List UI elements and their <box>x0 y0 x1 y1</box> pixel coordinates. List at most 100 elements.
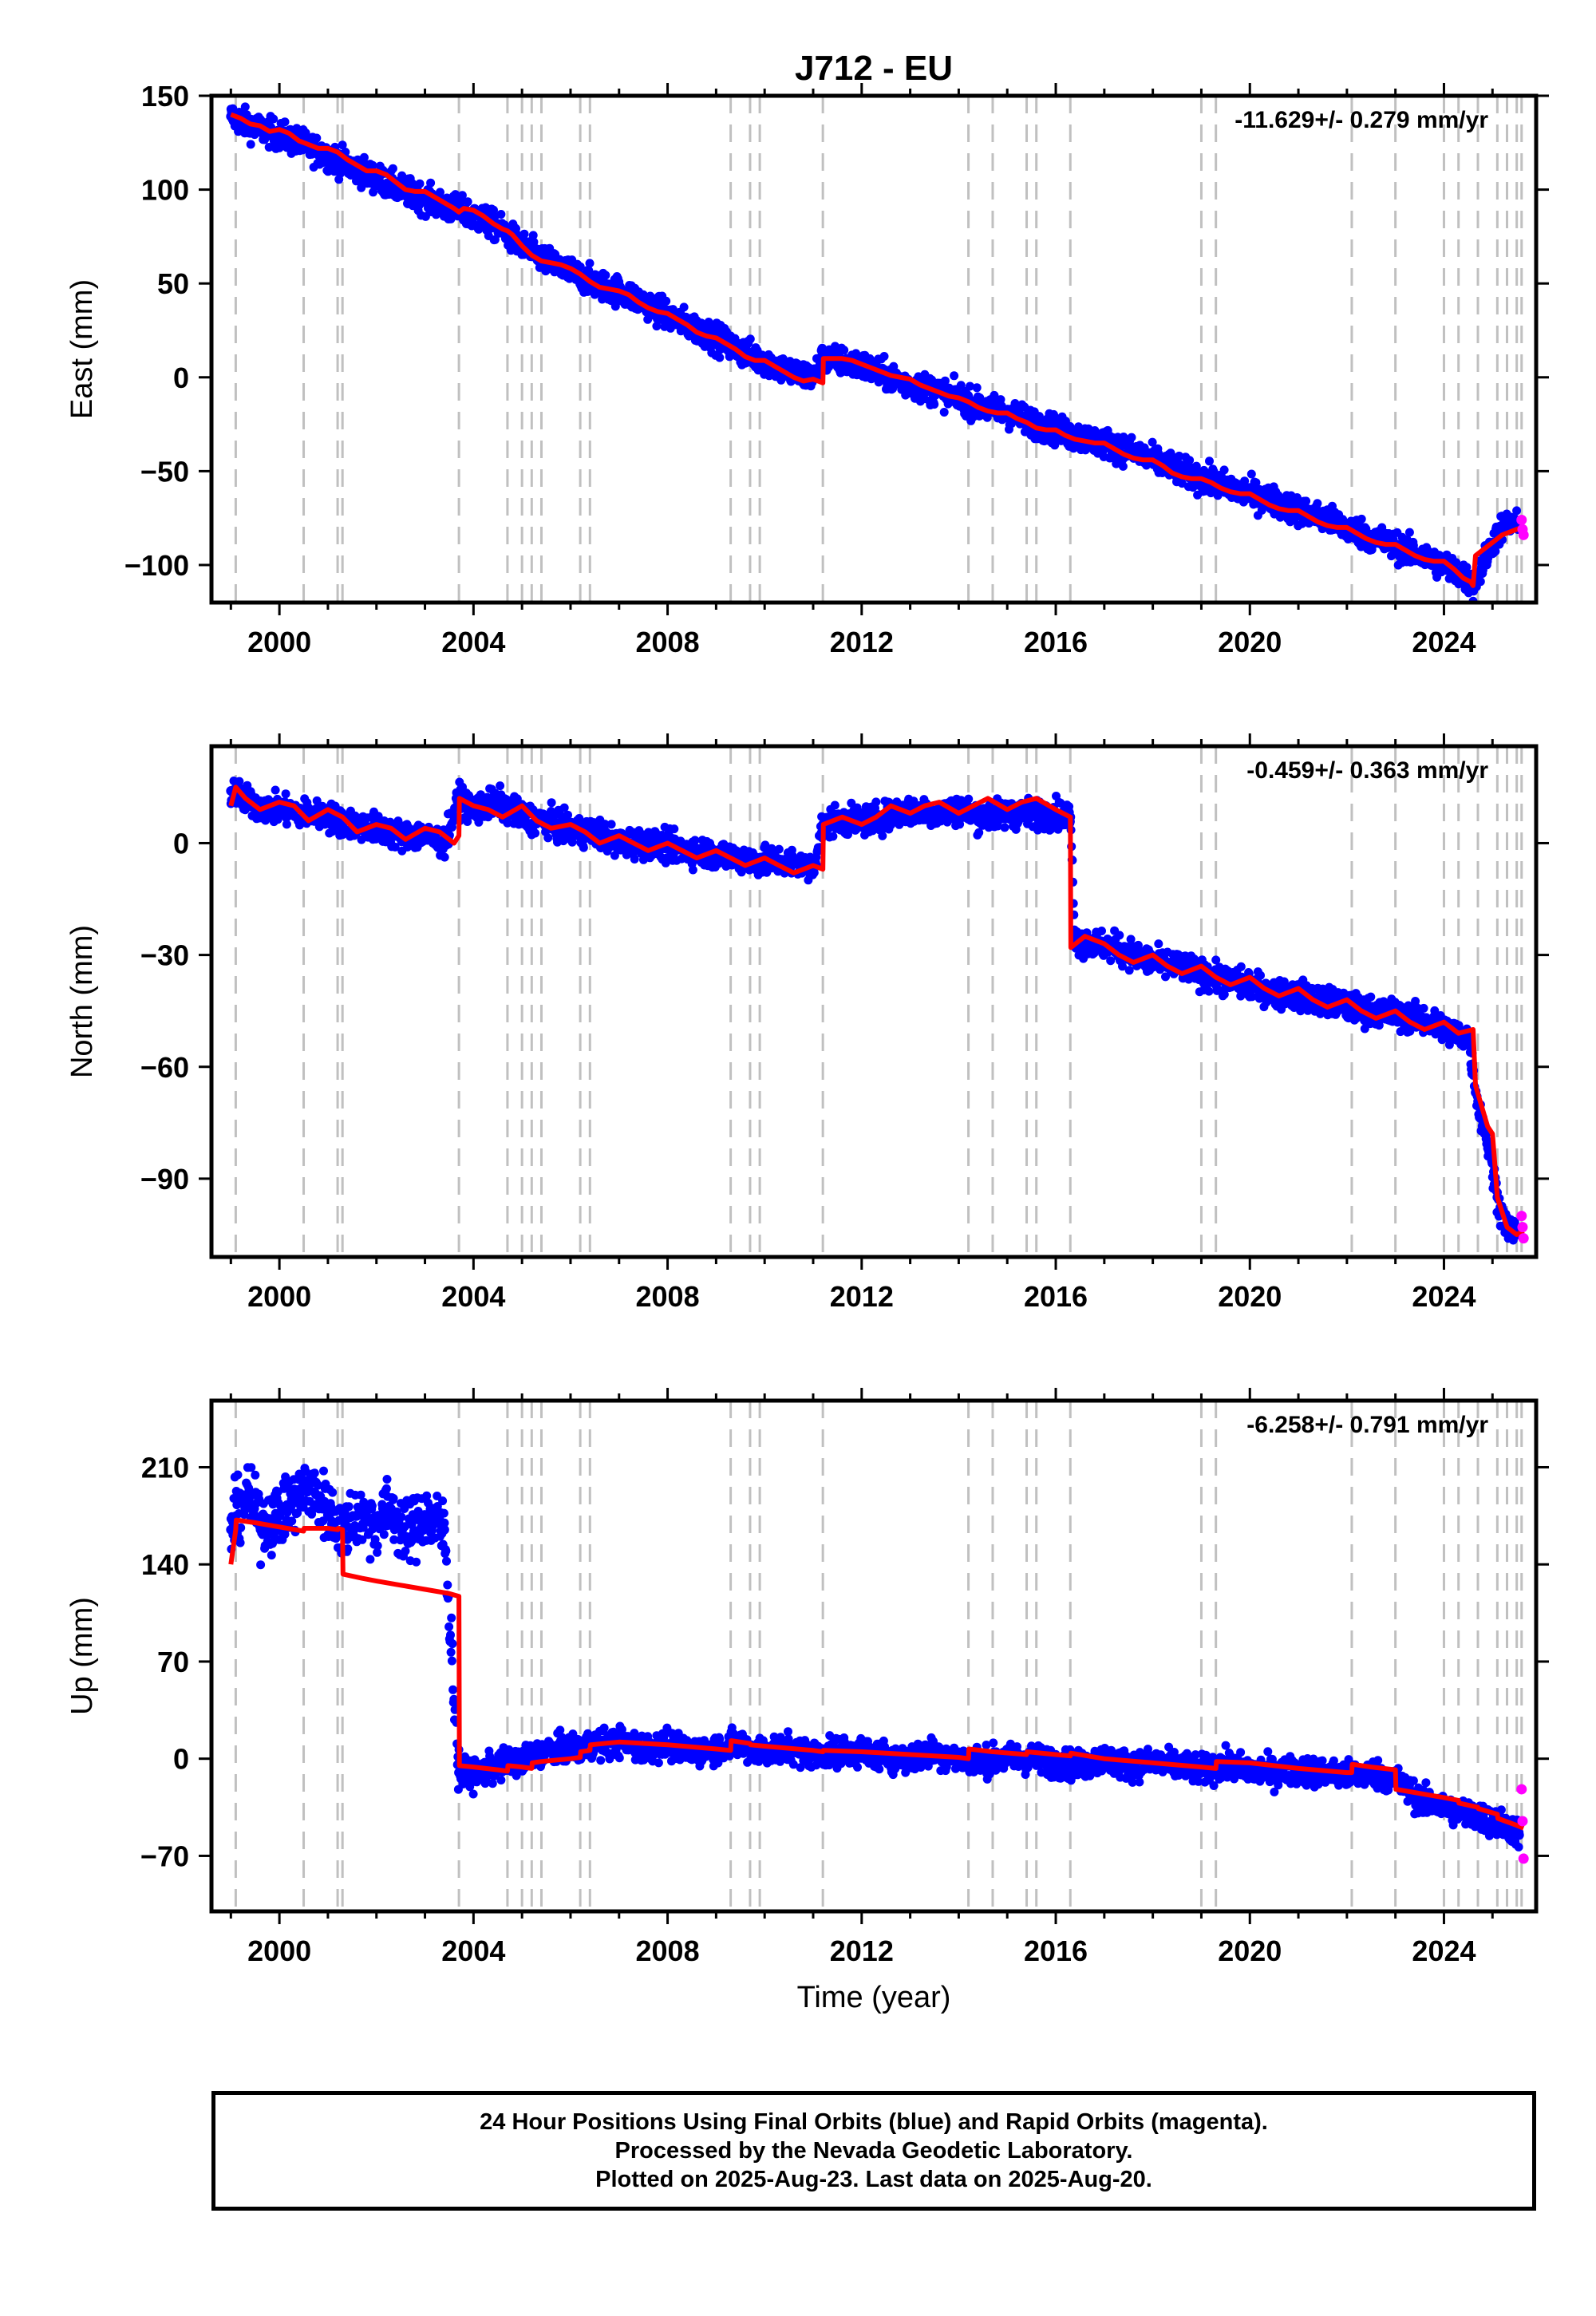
up-final-point <box>1051 1757 1061 1768</box>
up-final-point <box>1026 1753 1037 1764</box>
east-y-axis-label: East (mm) <box>65 279 99 419</box>
caption-box: 24 Hour Positions Using Final Orbits (bl… <box>211 2091 1536 2211</box>
north-final-point <box>614 838 624 848</box>
north-final-point <box>1128 950 1139 960</box>
north-y-tick-label: −90 <box>140 1163 189 1196</box>
east-frame <box>209 93 1539 605</box>
up-final-point <box>1463 1809 1473 1820</box>
up-final-point <box>289 1496 299 1507</box>
north-final-point <box>881 812 891 822</box>
north-final-point <box>1415 1014 1425 1024</box>
up-final-point <box>565 1742 575 1753</box>
up-final-point <box>1269 1768 1279 1778</box>
up-y-axis-label: Up (mm) <box>65 1597 99 1715</box>
north-plot-area <box>226 746 1529 1257</box>
east-y-tick-label: 50 <box>157 267 189 300</box>
up-final-point <box>1514 1830 1524 1840</box>
east-y-tick-label: 100 <box>141 174 189 207</box>
up-y-tick-label: 0 <box>173 1743 189 1776</box>
north-final-point <box>1341 1002 1352 1013</box>
up-final-point <box>303 1483 314 1493</box>
up-final-point <box>439 1524 449 1535</box>
up-x-tick-label: 2016 <box>1024 1935 1088 1967</box>
caption-line-1: 24 Hour Positions Using Final Orbits (bl… <box>480 2109 1268 2135</box>
up-final-point <box>240 1490 251 1500</box>
north-final-point <box>1483 1136 1493 1147</box>
up-y-tick-label: −70 <box>140 1840 189 1872</box>
caption-line-3: Plotted on 2025-Aug-23. Last data on 202… <box>595 2167 1152 2192</box>
east-model-line <box>230 112 1524 588</box>
east-final-point <box>1497 522 1507 532</box>
east-x-tick-label: 2000 <box>247 626 311 658</box>
up-x-axis-label: Time (year) <box>797 1981 951 2014</box>
up-final-point <box>1366 1768 1377 1778</box>
east-final-point <box>322 151 333 161</box>
up-final-point <box>371 1518 381 1528</box>
east-y-tick-label: 150 <box>141 80 189 113</box>
east-rapid-point <box>1518 529 1529 540</box>
north-y-tick-label: 0 <box>173 827 189 860</box>
up-final-point <box>385 1504 396 1514</box>
north-final-point <box>1294 990 1304 1001</box>
north-y-tick-label: −30 <box>140 939 189 972</box>
caption-line-2: Processed by the Nevada Geodetic Laborat… <box>614 2138 1133 2164</box>
up-final-orbits-cloud <box>226 1463 1524 1852</box>
up-y-tick-label: 210 <box>141 1451 189 1484</box>
north-rate-label: -0.459+/- 0.363 mm/yr <box>1246 757 1488 784</box>
up-x-tick-label: 2000 <box>247 1935 311 1967</box>
north-x-tick-label: 2012 <box>830 1280 894 1313</box>
north-final-point <box>1245 979 1255 990</box>
east-y-tick-label: −100 <box>124 549 189 582</box>
up-final-point <box>541 1747 551 1757</box>
east-rate-label: -11.629+/- 0.279 mm/yr <box>1235 107 1488 133</box>
north-x-tick-label: 2024 <box>1412 1280 1476 1313</box>
up-final-point <box>1439 1802 1449 1812</box>
up-final-point <box>468 1770 479 1780</box>
north-final-point <box>978 812 988 822</box>
north-model-line <box>228 785 1525 1237</box>
up-x-tick-label: 2012 <box>830 1935 894 1967</box>
east-panel: 2000 2004 2008 2012 2016 2020 2024 −100 −50 0 50 10… <box>65 80 1549 658</box>
north-final-point <box>1026 808 1037 819</box>
up-final-point <box>352 1511 362 1521</box>
up-final-point <box>322 1504 333 1514</box>
north-x-tick-label: 2000 <box>247 1280 311 1313</box>
north-final-point <box>420 831 430 841</box>
north-final-point <box>565 827 575 837</box>
up-final-point <box>517 1753 527 1764</box>
north-final-orbits-cloud <box>226 777 1522 1245</box>
north-x-tick-label: 2016 <box>1024 1280 1088 1313</box>
east-final-point <box>371 173 381 184</box>
east-y-tick-label: −50 <box>140 455 189 488</box>
east-plot-area <box>226 96 1529 603</box>
up-x-tick-label: 2004 <box>441 1935 505 1967</box>
north-final-point <box>930 808 940 819</box>
up-y-tick-label: 70 <box>157 1646 189 1678</box>
north-final-point <box>1439 1025 1449 1035</box>
up-final-point <box>401 1531 411 1542</box>
up-rapid-point <box>1518 1853 1529 1864</box>
east-x-tick-label: 2024 <box>1412 626 1476 658</box>
east-x-tick-label: 2016 <box>1024 626 1088 658</box>
north-final-point <box>784 856 794 867</box>
north-final-point <box>1148 957 1158 967</box>
north-final-point <box>322 812 333 822</box>
north-x-tick-label: 2008 <box>636 1280 700 1313</box>
up-y-tick-label: 140 <box>141 1548 189 1581</box>
north-x-tick-label: 2004 <box>441 1280 505 1313</box>
up-final-point <box>454 1768 464 1778</box>
north-frame <box>209 744 1539 1259</box>
figure-title: J712 - EU <box>795 49 953 88</box>
north-final-point <box>1463 1032 1473 1042</box>
up-final-point <box>420 1511 430 1521</box>
up-final-point <box>1487 1816 1498 1826</box>
north-y-tick-label: −60 <box>140 1051 189 1084</box>
north-final-point <box>275 804 285 815</box>
east-final-point <box>1478 559 1488 570</box>
north-final-point <box>492 797 503 808</box>
north-rapid-point <box>1518 1233 1529 1244</box>
up-final-point <box>275 1511 285 1521</box>
up-panel: 2000 2004 2008 2012 2016 2020 2024 −70 0 70 140 210… <box>65 1388 1549 2014</box>
north-final-point <box>517 812 527 822</box>
